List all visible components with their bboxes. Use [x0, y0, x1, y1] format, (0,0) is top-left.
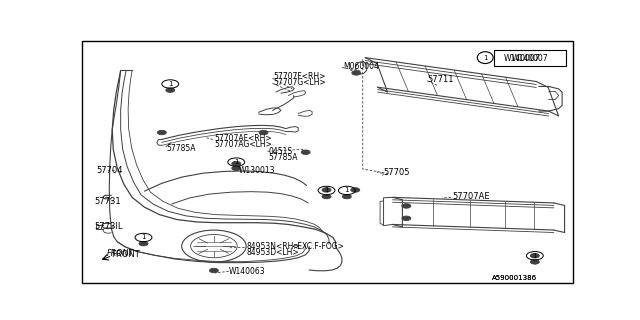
Text: M060004: M060004 — [343, 62, 379, 71]
Text: A590001386: A590001386 — [492, 275, 537, 281]
Text: 57731: 57731 — [94, 196, 120, 205]
Text: 1: 1 — [234, 159, 239, 165]
Circle shape — [531, 260, 540, 264]
Text: 57711: 57711 — [428, 75, 454, 84]
Text: 57707AF<RH>: 57707AF<RH> — [214, 134, 271, 143]
Text: 57707AG<LH>: 57707AG<LH> — [214, 140, 272, 149]
Text: 57785A: 57785A — [269, 153, 298, 163]
Text: 57707G<LH>: 57707G<LH> — [273, 78, 326, 87]
Text: 57785A: 57785A — [167, 144, 196, 153]
Text: 57704: 57704 — [97, 166, 123, 175]
Circle shape — [352, 71, 361, 75]
Text: FRONT: FRONT — [108, 250, 134, 259]
Text: 5773IL: 5773IL — [94, 222, 122, 231]
Text: 84953D<LH>: 84953D<LH> — [246, 248, 299, 257]
Circle shape — [259, 130, 268, 135]
Circle shape — [157, 130, 166, 135]
Text: W140007: W140007 — [504, 54, 541, 63]
Text: A590001386: A590001386 — [492, 275, 537, 281]
Text: FRONT: FRONT — [111, 250, 140, 259]
Circle shape — [232, 166, 241, 171]
Text: W140063: W140063 — [229, 267, 266, 276]
Text: 57707AE: 57707AE — [452, 192, 490, 201]
Circle shape — [342, 194, 351, 199]
Text: 1: 1 — [168, 81, 173, 87]
Circle shape — [301, 150, 310, 155]
Text: 0451S: 0451S — [269, 147, 292, 156]
Circle shape — [402, 204, 411, 208]
Circle shape — [232, 161, 241, 166]
Text: W140007: W140007 — [512, 54, 548, 63]
Circle shape — [322, 188, 331, 192]
Text: W130013: W130013 — [239, 166, 275, 175]
Text: 1: 1 — [324, 188, 329, 193]
Text: 1: 1 — [141, 235, 146, 241]
Text: <EXC.F-FOG>: <EXC.F-FOG> — [291, 242, 344, 251]
Bar — [494, 50, 566, 66]
Text: 57707F<RH>: 57707F<RH> — [273, 72, 326, 81]
Text: 1: 1 — [532, 253, 537, 259]
Text: 57705: 57705 — [383, 168, 410, 177]
Circle shape — [209, 268, 218, 273]
Text: 1: 1 — [344, 188, 349, 193]
Text: 84953N<RH>: 84953N<RH> — [246, 242, 300, 251]
Circle shape — [351, 188, 360, 192]
Circle shape — [531, 253, 540, 258]
Circle shape — [139, 241, 148, 246]
Circle shape — [322, 194, 331, 199]
Text: 1: 1 — [483, 55, 488, 60]
Circle shape — [166, 88, 175, 92]
Circle shape — [402, 216, 411, 220]
